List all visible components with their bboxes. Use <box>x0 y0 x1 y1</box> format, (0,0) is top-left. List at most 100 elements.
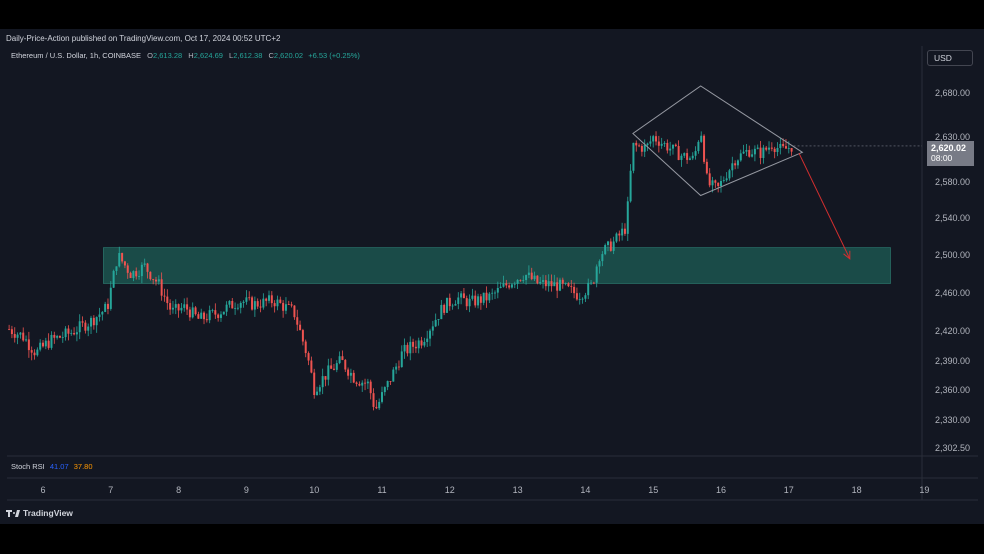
candle-body <box>70 333 73 334</box>
x-tick-label: 7 <box>108 485 113 495</box>
candle-body <box>389 381 392 382</box>
candle-body <box>225 304 228 312</box>
candle-body <box>112 270 115 288</box>
x-tick-label: 12 <box>445 485 455 495</box>
candle-body <box>95 317 98 326</box>
candle-body <box>87 326 90 331</box>
candle-body <box>581 298 584 300</box>
candle-body <box>33 352 36 356</box>
candle-body <box>542 280 545 282</box>
x-tick-label: 13 <box>513 485 523 495</box>
candle-body <box>121 253 124 262</box>
candle-body <box>496 287 499 293</box>
candle-body <box>163 295 166 297</box>
candle-body <box>400 351 403 368</box>
diamond-outline <box>632 85 804 197</box>
candle-body <box>612 241 615 251</box>
demand-zone[interactable] <box>103 247 891 284</box>
candle-body <box>742 151 745 154</box>
candle-body <box>694 151 697 156</box>
candle-body <box>143 263 146 265</box>
candle-body <box>109 287 112 309</box>
candle-body <box>138 276 141 277</box>
candle-body <box>44 340 47 347</box>
tradingview-logo[interactable]: TradingView <box>6 508 73 518</box>
candle-body <box>773 148 776 153</box>
x-tick-label: 15 <box>648 485 658 495</box>
candle-body <box>751 154 754 157</box>
candle-body <box>499 286 502 288</box>
candle-body <box>290 304 293 306</box>
y-tick-label: 2,330.00 <box>935 415 970 425</box>
candle-body <box>171 307 174 310</box>
candle-body <box>332 368 335 370</box>
candle-body <box>228 300 231 305</box>
candle-body <box>728 170 731 179</box>
candle-body <box>725 178 728 181</box>
candle-body <box>697 141 700 152</box>
high-value: 2,624.69 <box>193 51 223 60</box>
last-price-value: 2,620.02 <box>931 143 967 153</box>
currency-button[interactable]: USD <box>927 50 973 66</box>
candle-body <box>782 143 785 147</box>
candle-body <box>482 292 485 303</box>
candle-body <box>211 310 214 311</box>
candle-body <box>525 275 528 281</box>
candle-body <box>638 145 641 147</box>
candle-body <box>471 295 474 299</box>
candle-body <box>575 293 578 300</box>
candle-body <box>403 344 406 352</box>
candle-body <box>239 302 242 308</box>
projection-arrow[interactable] <box>798 152 851 260</box>
candle-body <box>660 143 663 146</box>
candle-body <box>194 307 197 315</box>
candle-body <box>448 297 451 307</box>
candle-body <box>245 297 248 302</box>
candle-body <box>92 317 95 326</box>
candle-body <box>522 280 525 281</box>
candle-body <box>609 241 612 251</box>
open-value: 2,613.28 <box>153 51 183 60</box>
candles[interactable] <box>8 131 793 411</box>
candle-body <box>268 295 270 301</box>
candle-body <box>10 329 13 335</box>
candle-body <box>149 271 152 280</box>
y-tick-label: 2,460.00 <box>935 288 970 298</box>
candle-body <box>208 310 211 321</box>
tradingview-logo-icon <box>6 510 20 517</box>
candle-body <box>397 366 400 368</box>
candle-body <box>47 340 50 348</box>
indicator-name: Stoch RSI <box>11 462 45 471</box>
high-label: H <box>188 51 194 60</box>
candle-body <box>299 324 302 331</box>
candle-body <box>488 293 491 301</box>
candle-body <box>457 297 460 304</box>
candle-body <box>564 283 567 285</box>
x-tick-label: 17 <box>784 485 794 495</box>
candle-body <box>132 271 135 279</box>
candle-body <box>477 296 480 306</box>
candle-body <box>242 301 245 303</box>
candle-body <box>663 142 666 144</box>
candle-body <box>720 180 722 187</box>
candle-body <box>330 365 333 369</box>
candle-body <box>649 141 652 144</box>
diamond-pattern[interactable] <box>632 85 804 197</box>
candle-body <box>615 233 618 242</box>
candle-body <box>445 297 448 313</box>
axes: 2,680.00 2,630.00 2,580.00 2,540.00 2,500.00… <box>40 88 970 495</box>
candle-body <box>765 147 768 150</box>
candle-body <box>386 381 389 388</box>
candle-body <box>222 311 225 315</box>
candle-body <box>460 293 463 298</box>
x-tick-label: 11 <box>377 485 386 495</box>
candle-body <box>722 180 725 182</box>
symbol-name: Ethereum / U.S. Dollar, 1h, COINBASE <box>11 51 142 60</box>
candle-body <box>544 280 547 287</box>
candle-body <box>64 328 67 338</box>
candle-body <box>556 282 559 291</box>
y-tick-label: 2,680.00 <box>935 88 970 98</box>
candle-body <box>691 155 694 159</box>
candle-body <box>652 136 655 142</box>
